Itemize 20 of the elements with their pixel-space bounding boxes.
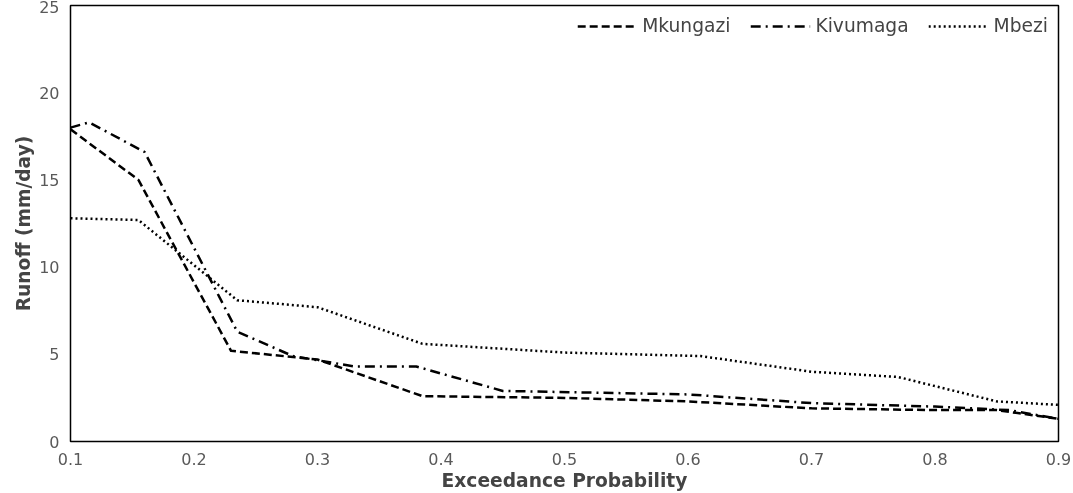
y-tick-label: 0 <box>49 432 60 452</box>
x-tick-label: 0.4 <box>428 449 454 469</box>
legend-label: Kivumaga <box>815 15 909 36</box>
legend-label: Mkungazi <box>642 15 731 36</box>
y-tick-label: 10 <box>39 258 60 278</box>
x-tick-label: 0.1 <box>57 449 84 469</box>
y-tick-label: 25 <box>39 0 60 17</box>
x-tick-label: 0.8 <box>922 449 948 469</box>
x-tick-label: 0.3 <box>304 449 331 469</box>
y-tick-label: 15 <box>39 170 60 190</box>
x-tick-label: 0.9 <box>1045 449 1072 469</box>
y-tick-label: 20 <box>39 83 60 103</box>
legend-label: Mbezi <box>993 15 1048 36</box>
x-axis-title: Exceedance Probability <box>441 469 688 491</box>
x-tick-label: 0.7 <box>798 449 825 469</box>
x-tick-label: 0.6 <box>675 449 701 469</box>
y-axis-title: Runoff (mm/day) <box>13 135 35 312</box>
x-tick-label: 0.2 <box>181 449 207 469</box>
y-tick-label: 5 <box>49 345 60 365</box>
x-tick-label: 0.5 <box>551 449 578 469</box>
